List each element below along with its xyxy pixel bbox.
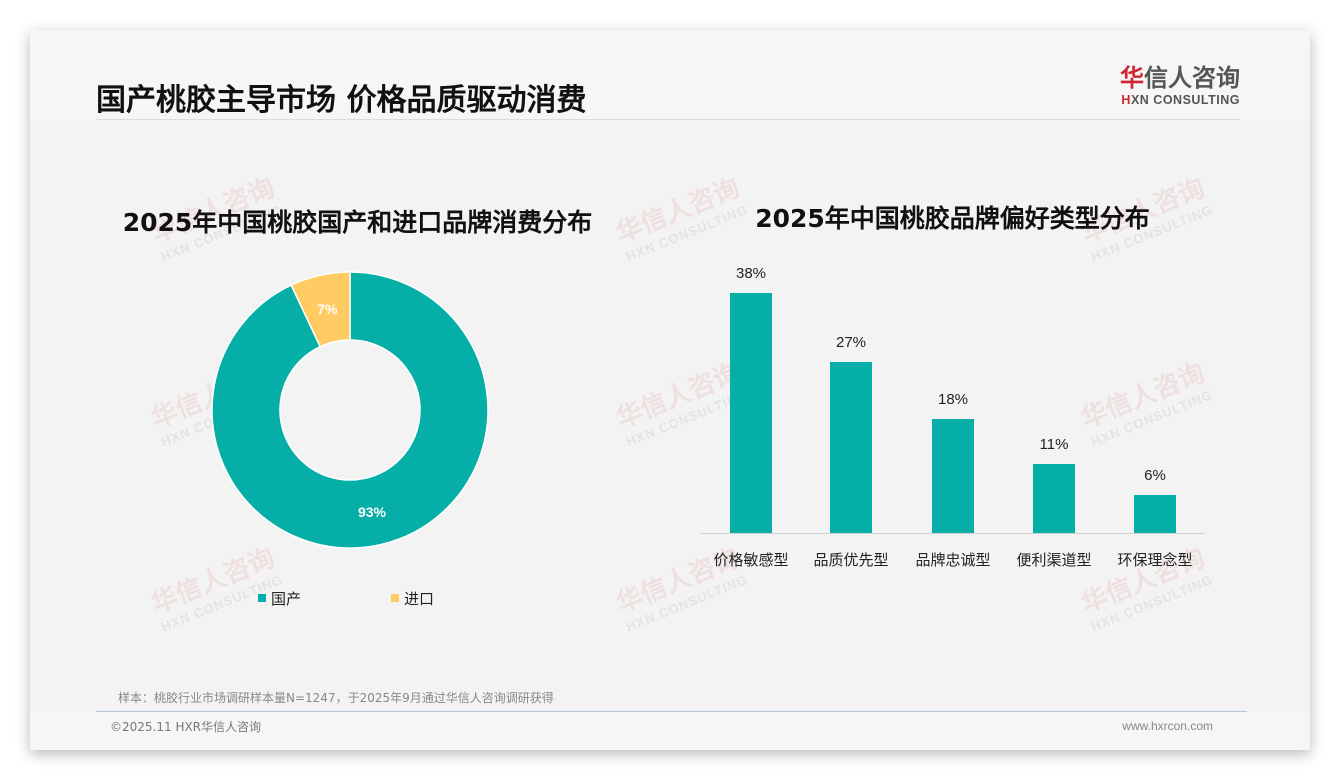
- logo-cn: 华信人咨询: [1120, 64, 1240, 92]
- bar-category-label: 品质优先型: [813, 551, 889, 569]
- page-title: 国产桃胶主导市场 价格品质驱动消费: [96, 83, 587, 118]
- bar-category-label: 品牌忠诚型: [915, 551, 991, 569]
- donut-label-domestic: 93%: [357, 504, 387, 520]
- legend-item-domestic: 国产: [258, 588, 301, 608]
- bar-category-label: 环保理念型: [1117, 551, 1193, 569]
- donut-slice-import: [290, 271, 351, 348]
- header-divider: [96, 119, 1240, 120]
- bar-value-label: 38%: [735, 265, 767, 282]
- bar-category-label: 价格敏感型: [713, 551, 789, 569]
- header-band: [30, 30, 1310, 120]
- bar-value-label: 6%: [1144, 467, 1166, 484]
- legend-item-import: 进口: [391, 588, 434, 608]
- bar-3: [932, 419, 974, 533]
- logo-en: HXN CONSULTING: [1121, 93, 1240, 107]
- website-link[interactable]: www.hxrcon.com: [1122, 719, 1213, 733]
- footer-divider: [96, 711, 1247, 712]
- bar-chart-title: 2025年中国桃胶品牌偏好类型分布: [755, 204, 1150, 233]
- bar-value-label: 18%: [937, 391, 969, 408]
- legend-swatch-yellow-icon: [391, 594, 399, 602]
- legend-swatch-teal-icon: [258, 594, 266, 602]
- donut-chart: [211, 271, 489, 549]
- bar-value-label: 27%: [835, 334, 867, 351]
- bar-4: [1033, 464, 1075, 533]
- bar-2: [830, 362, 872, 533]
- legend-label: 国产: [271, 589, 302, 608]
- sample-note: 样本：桃胶行业市场调研样本量N=1247，于2025年9月通过华信人咨询调研获得: [118, 691, 554, 705]
- footer-band: [30, 712, 1310, 750]
- copyright: ©2025.11 HXR华信人咨询: [110, 720, 262, 734]
- bar-value-label: 11%: [1039, 436, 1069, 453]
- bar-category-label: 便利渠道型: [1016, 551, 1092, 569]
- bar-1: [730, 293, 772, 533]
- slide: 华信人咨询 HXN CONSULTING 华信人咨询 HXN CONSULTING …: [30, 30, 1310, 750]
- donut-slice-domestic: [211, 271, 489, 549]
- donut-chart-title: 2025年中国桃胶国产和进口品牌消费分布: [122, 208, 593, 237]
- bar-5: [1134, 495, 1176, 533]
- donut-label-import: 7%: [317, 300, 338, 317]
- brand-logo: 华信人咨询 HXN CONSULTING: [1110, 63, 1240, 107]
- legend-label: 进口: [404, 589, 435, 608]
- x-axis-line: [700, 533, 1205, 534]
